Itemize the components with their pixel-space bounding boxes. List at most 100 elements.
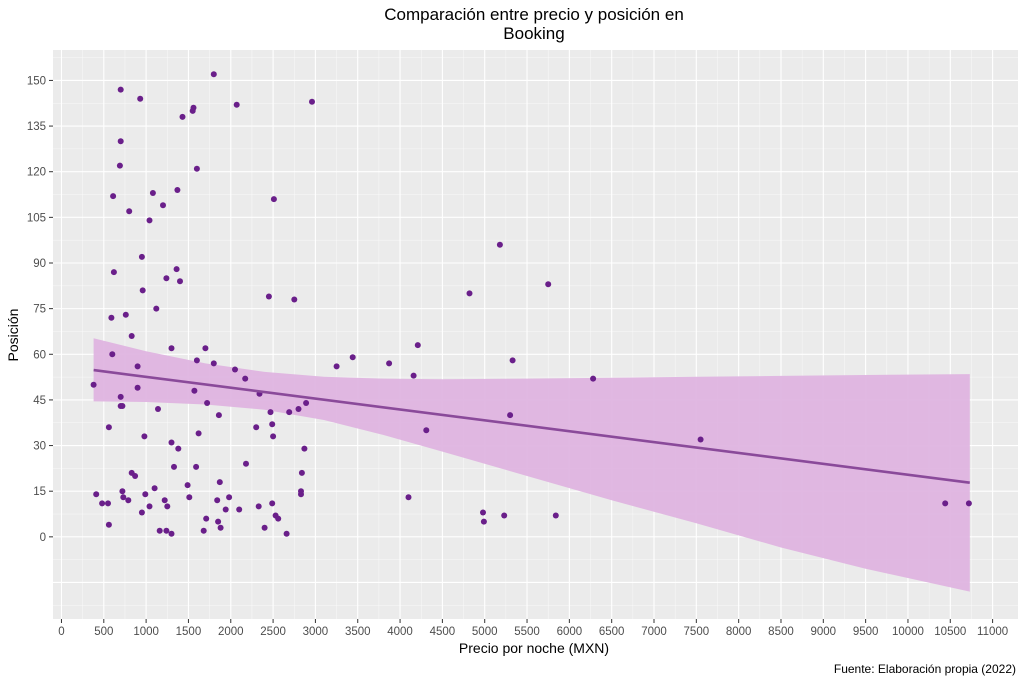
data-point [142, 491, 149, 498]
data-point [414, 342, 421, 349]
data-point [545, 281, 552, 288]
data-point [480, 518, 487, 525]
data-point [405, 494, 412, 501]
data-point [99, 500, 106, 507]
data-point [203, 515, 210, 522]
y-axis-label: Posición [5, 309, 21, 362]
data-point [590, 375, 597, 382]
data-point [168, 530, 175, 537]
y-tick-label: 0 [40, 532, 46, 544]
data-point [120, 494, 127, 501]
data-point [174, 187, 181, 193]
data-point [275, 515, 282, 522]
data-point [138, 253, 145, 260]
x-tick-label: 5000 [472, 626, 498, 638]
trend-line [93, 368, 970, 484]
x-tick-label: 6000 [557, 626, 583, 638]
x-axis-label: Precio por noche (MXN) [459, 640, 609, 656]
x-axis-ticks: 0 500 1000 1500 2000 2500 3000 3500 4000 4500 5000… [58, 619, 1008, 638]
data-point [269, 500, 276, 507]
data-point [110, 193, 117, 200]
x-tick-label: 500 [94, 626, 113, 638]
data-point [261, 524, 268, 531]
y-tick-label: 45 [33, 395, 46, 407]
data-point [214, 497, 221, 504]
data-point [146, 217, 153, 224]
data-point [217, 524, 224, 531]
data-point [942, 500, 949, 507]
data-point [552, 512, 559, 519]
data-point [965, 500, 972, 507]
chart-title: Comparación entre precio y posición en B… [384, 5, 684, 43]
y-tick-label: 150 [27, 75, 46, 87]
data-point [309, 98, 315, 105]
data-point [333, 363, 340, 370]
data-point [117, 86, 124, 93]
data-point [202, 345, 209, 352]
x-tick-label: 3500 [345, 626, 371, 638]
data-point [163, 527, 170, 534]
data-point [255, 503, 262, 510]
data-point [480, 509, 486, 516]
data-point [134, 363, 141, 370]
y-tick-label: 120 [27, 167, 46, 179]
data-point [226, 494, 233, 501]
data-point [193, 463, 200, 470]
data-point [116, 162, 123, 169]
data-point [109, 351, 116, 358]
data-point [193, 357, 200, 364]
data-point [175, 445, 182, 452]
data-point [141, 433, 148, 440]
data-point [122, 311, 129, 318]
data-point [298, 469, 305, 476]
data-point [295, 406, 302, 412]
data-point [191, 387, 198, 394]
data-point [146, 503, 153, 510]
y-axis-ticks: 0 15 30 45 60 75 90 105 120 135 150 [27, 75, 53, 544]
data-point [236, 506, 243, 513]
data-point [265, 293, 272, 300]
data-point [697, 436, 704, 443]
y-tick-label: 105 [27, 212, 46, 224]
x-tick-label: 9000 [811, 626, 837, 638]
data-point [151, 485, 158, 492]
data-point [168, 345, 175, 352]
data-point [423, 427, 430, 434]
data-point [270, 196, 277, 203]
data-point [215, 518, 222, 525]
x-tick-label: 8500 [768, 626, 794, 638]
x-tick-label: 1500 [176, 626, 202, 638]
data-point [149, 190, 156, 196]
data-point [110, 269, 117, 276]
data-point [204, 400, 211, 406]
data-point [270, 433, 277, 440]
data-point [105, 521, 112, 528]
y-tick-label: 135 [27, 121, 46, 133]
trend-line-layer [93, 368, 970, 484]
data-point [283, 530, 290, 537]
data-point [243, 460, 249, 467]
data-points [90, 71, 972, 537]
y-tick-label: 75 [33, 304, 46, 316]
x-tick-label: 0 [58, 626, 64, 638]
chart-title-line-1: Comparación entre precio y posición en [384, 5, 684, 24]
x-tick-label: 4500 [430, 626, 456, 638]
data-point [132, 473, 139, 479]
x-tick-label: 2000 [218, 626, 244, 638]
x-tick-label: 7500 [684, 626, 710, 638]
y-tick-label: 60 [33, 349, 46, 361]
x-tick-label: 9500 [853, 626, 879, 638]
chart-caption: Fuente: Elaboración propia (2022) [834, 662, 1016, 676]
data-point [164, 503, 171, 510]
data-point [126, 208, 133, 215]
data-point [161, 497, 168, 504]
data-point [410, 372, 417, 379]
data-point [286, 409, 293, 416]
data-point [253, 424, 260, 431]
x-tick-label: 3000 [303, 626, 329, 638]
data-point [125, 497, 132, 504]
data-point [117, 393, 124, 400]
data-point [105, 500, 111, 507]
x-tick-label: 4000 [387, 626, 413, 638]
